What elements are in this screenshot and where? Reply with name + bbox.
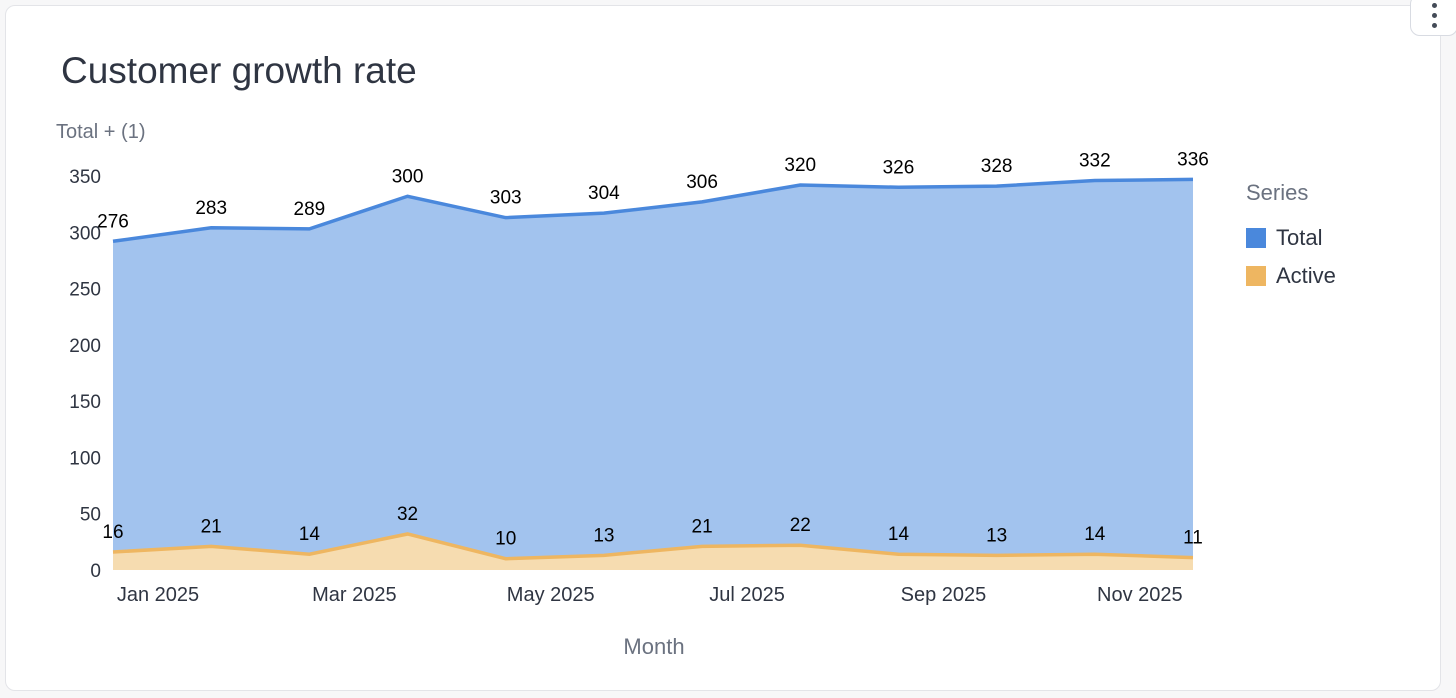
x-tick-label: Jul 2025 <box>709 584 785 606</box>
y-tick-label: 300 <box>69 223 101 244</box>
data-label-active: 14 <box>1084 524 1106 545</box>
data-label-active: 22 <box>790 515 811 536</box>
data-label-total: 303 <box>490 188 522 209</box>
x-tick-label: Sep 2025 <box>901 584 987 606</box>
data-label-active: 32 <box>397 504 418 525</box>
total-area <box>113 179 1193 559</box>
y-tick-label: 150 <box>69 392 101 413</box>
data-label-total: 306 <box>686 172 718 193</box>
y-axis-label: Total + (1) <box>56 121 145 143</box>
active-line <box>112 532 1194 561</box>
data-label-total: 304 <box>588 183 620 204</box>
data-label-total: 283 <box>195 198 227 219</box>
data-label-active: 13 <box>593 525 614 546</box>
y-tick-label: 0 <box>90 561 101 582</box>
legend-swatch-active <box>1246 266 1266 286</box>
data-label-total: 332 <box>1079 151 1111 172</box>
data-label-active: 11 <box>1183 528 1203 549</box>
legend-item-total[interactable]: Total <box>1246 225 1322 251</box>
x-axis-label: Month <box>623 634 684 659</box>
data-label-active: 14 <box>299 524 321 545</box>
total-line <box>112 177 1194 244</box>
legend-label-total: Total <box>1276 225 1323 250</box>
x-tick-label: Nov 2025 <box>1097 584 1183 606</box>
legend-swatch-total <box>1246 228 1266 248</box>
chart-title: Customer growth rate <box>61 50 417 91</box>
data-label-total: 320 <box>784 155 816 176</box>
data-label-total: 276 <box>97 211 129 232</box>
data-label-active: 21 <box>692 516 713 537</box>
data-label-active: 10 <box>495 529 516 550</box>
x-tick-label: Jan 2025 <box>117 584 199 606</box>
data-label-active: 16 <box>102 522 123 543</box>
data-label-total: 336 <box>1177 149 1209 170</box>
data-label-total: 328 <box>981 156 1013 177</box>
data-label-active: 14 <box>888 524 910 545</box>
y-tick-label: 350 <box>69 167 101 188</box>
legend-title: Series <box>1246 180 1309 205</box>
data-label-active: 13 <box>986 525 1007 546</box>
more-vertical-icon[interactable] <box>1410 0 1456 36</box>
y-tick-label: 50 <box>80 505 101 526</box>
y-tick-label: 100 <box>69 448 101 469</box>
data-label-active: 21 <box>201 516 222 537</box>
legend-label-active: Active <box>1276 263 1336 288</box>
y-tick-label: 250 <box>69 280 101 301</box>
data-label-total: 326 <box>883 157 915 178</box>
data-label-total: 300 <box>392 166 424 187</box>
x-tick-label: Mar 2025 <box>312 584 397 606</box>
data-label-total: 289 <box>294 199 326 220</box>
y-tick-label: 200 <box>69 336 101 357</box>
legend-item-active[interactable]: Active <box>1246 263 1336 289</box>
x-tick-label: May 2025 <box>507 584 595 606</box>
